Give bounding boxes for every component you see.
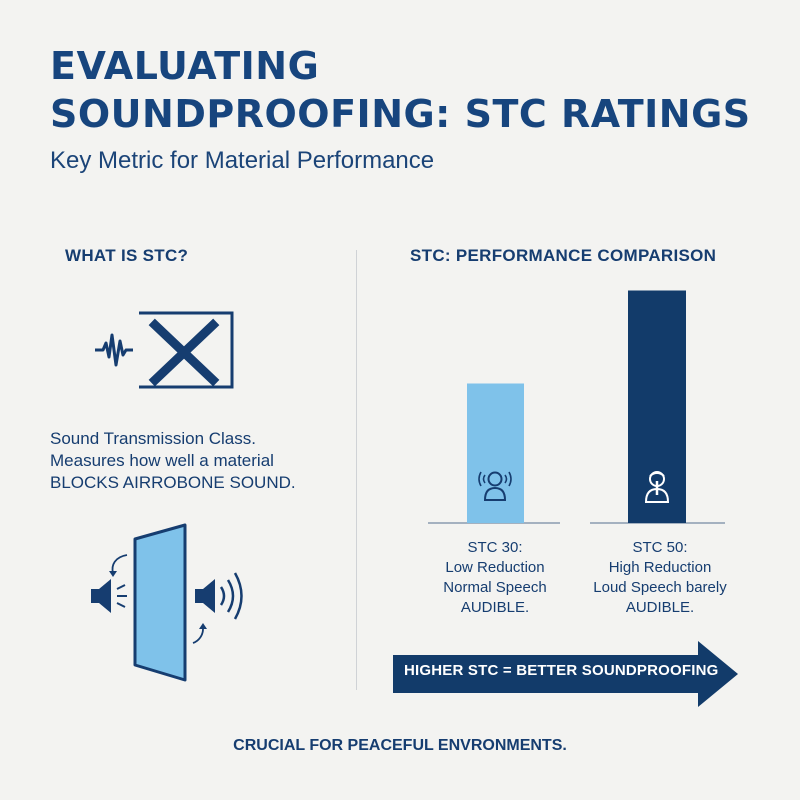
arrow-text: HIGHER STC = BETTER SOUNDPROOFING [404,662,719,679]
bar-label-stc-50-line-3: Loud Speech barely [593,579,727,596]
title-line-1: EVALUATING [50,44,320,88]
bar-label-stc-30: STC 30: Low Reduction Normal Speech AUDI… [420,538,570,618]
stc-description-line-1: Sound Transmission Class. [50,429,256,448]
footer-text: CRUCIAL FOR PEACEFUL ENVRONMENTS. [233,737,567,754]
page-title: EVALUATING SOUNDPROOFING: STC RATINGS [50,42,770,138]
bar-label-stc-50-line-2: High Reduction [608,559,712,576]
sound-blocked-icon [95,311,234,389]
stc-description: Sound Transmission Class. Measures how w… [50,428,340,494]
title-line-2: SOUNDPROOFING: STC RATINGS [50,92,751,136]
what-is-stc-heading: WHAT IS STC? [65,246,189,265]
higher-stc-arrow [393,641,738,707]
bar-label-stc-30-line-1: STC 30: [467,539,523,556]
bar-label-stc-30-line-3: Normal Speech [443,579,547,596]
page-subtitle: Key Metric for Material Performance [50,147,435,174]
section-divider [356,250,357,690]
stc-bar-chart [428,290,725,524]
bar-label-stc-30-line-2: Low Reduction [445,559,545,576]
bar-label-stc-50-line-4: AUDIBLE. [625,599,695,616]
person-hearing-icon [478,471,512,501]
bar-stc-30 [467,383,524,523]
stc-description-line-2: Measures how well a material [50,451,274,470]
bar-label-stc-50: STC 50: High Reduction Loud Speech barel… [580,538,740,618]
stc-description-line-3: BLOCKS AIRROBONE SOUND. [50,473,296,492]
bar-label-stc-50-line-1: STC 50: [632,539,688,556]
bar-label-stc-30-line-4: AUDIBLE. [460,599,530,616]
person-quiet-icon [644,471,670,503]
speaker-wall-icon [91,523,243,682]
performance-comparison-heading: STC: PERFORMANCE COMPARISON [410,246,717,265]
